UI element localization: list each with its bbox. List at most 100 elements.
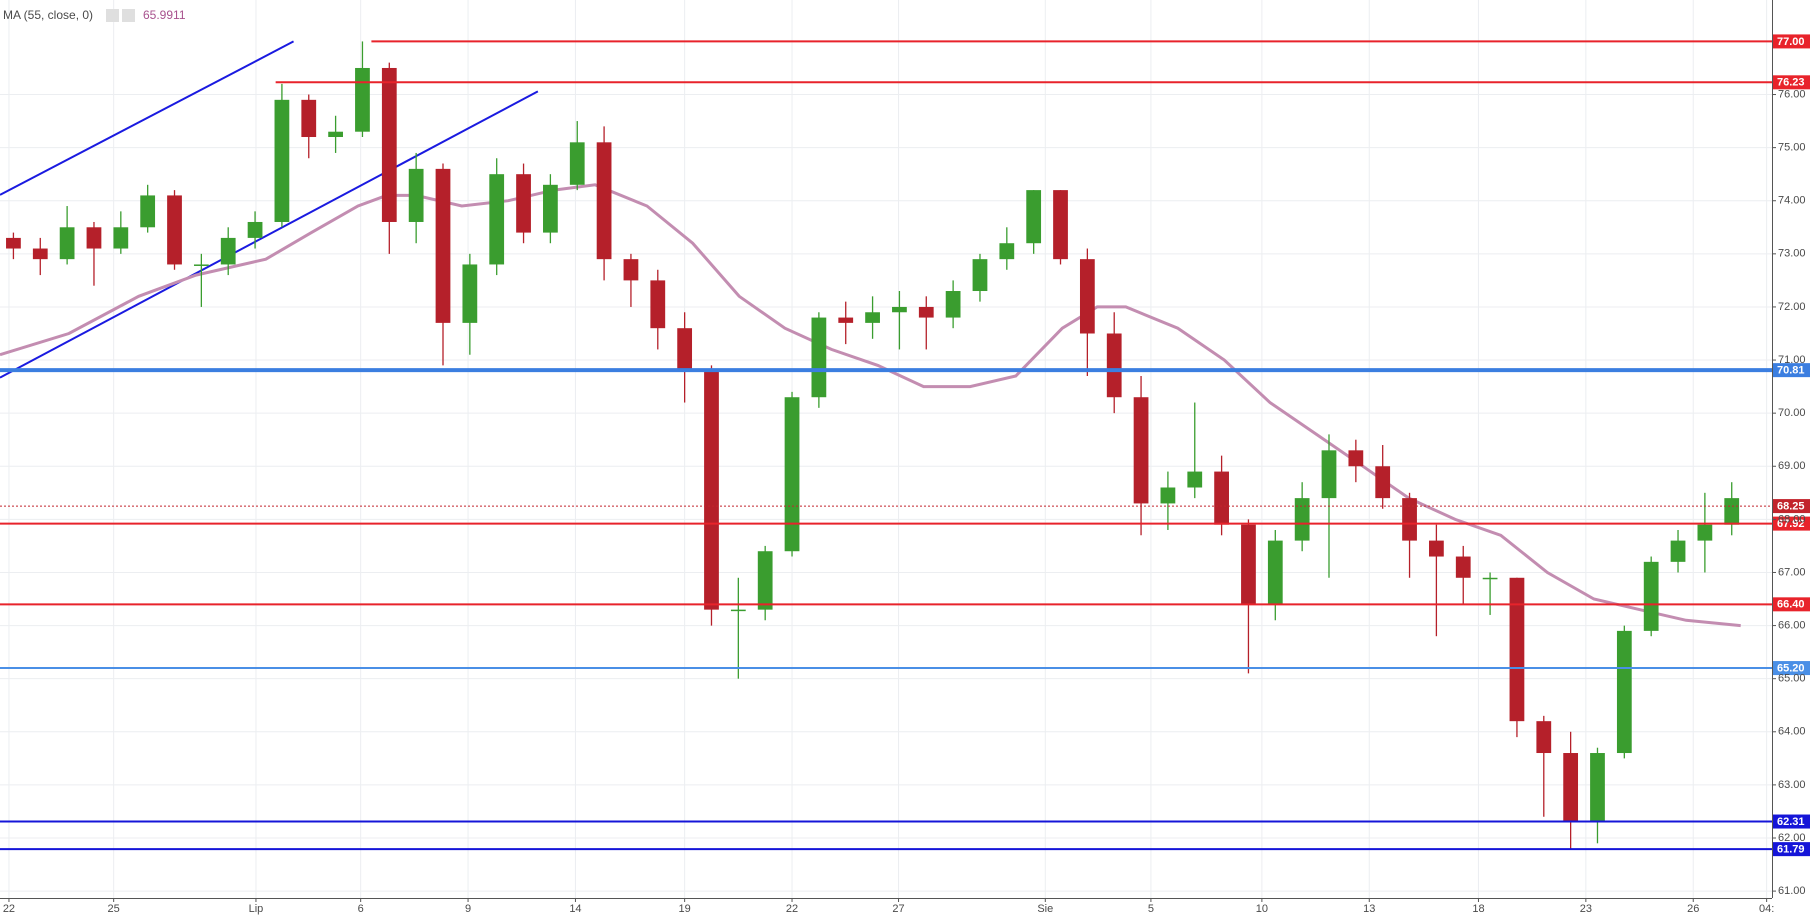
candle-body [543,184,558,233]
candle-body [193,264,209,266]
x-tick-label: 9 [465,903,471,915]
candle-body [435,168,451,323]
candle-body [59,227,75,260]
candle-body [1294,498,1310,541]
price-label-box [1773,34,1810,49]
price-label-box [1773,363,1810,378]
price-label: 67.92 [1777,518,1805,530]
y-tick-label: 61.00 [1778,885,1806,897]
y-tick-label: 67.00 [1778,566,1806,578]
price-label: 65.20 [1777,662,1805,674]
price-label-box [1773,842,1810,857]
price-label: 61.79 [1777,844,1805,856]
y-tick-label: 66.00 [1778,619,1806,631]
candle-body [865,312,880,323]
candle-body [1187,471,1203,488]
close-icon[interactable] [122,9,135,22]
trend-line [0,90,539,379]
candles [6,41,1740,849]
candle-body [1106,333,1122,398]
y-tick-label: 74.00 [1778,195,1806,207]
candle-body [569,142,585,185]
candle-body [381,67,397,222]
candle-body [328,131,343,138]
candle-body [1697,524,1713,541]
candle-body [1482,577,1498,580]
candle-body [32,248,48,260]
x-tick-label: 25 [108,903,120,915]
y-tick-label: 65.00 [1778,673,1806,685]
candle-body [1053,190,1068,260]
x-tick-label: Lip [249,903,264,915]
y-tick-label: 70.00 [1778,407,1806,419]
price-label: 66.40 [1777,599,1805,611]
price-label: 68.25 [1777,500,1805,512]
x-tick-label: 13 [1363,903,1375,915]
candle-body [677,328,693,371]
candle-body [220,237,236,265]
candle-body [1455,556,1471,578]
price-label-box [1773,597,1810,612]
candle-body [838,317,854,323]
x-tick-label: 19 [679,903,691,915]
axis-labels: 61.00 62.00 63.00 64.00 65.00 66.00 67.00 68.00… [3,88,1806,914]
candle-body [6,237,21,249]
y-tick-label: 69.00 [1778,460,1806,472]
candle-body [1375,466,1391,499]
price-label-box [1773,499,1810,514]
candle-body [892,306,907,313]
candle-body [1079,259,1095,334]
candle-body [784,397,800,552]
candle-body [704,370,719,610]
candle-body [972,259,988,292]
candle-body [945,291,961,318]
grid [0,0,1772,898]
y-tick-label: 62.00 [1778,832,1806,844]
candle-body [247,221,263,238]
candle-body [1509,577,1525,722]
candle-body [1724,498,1740,525]
candle-body [274,99,290,222]
candle-body [811,317,827,398]
x-tick-label: 04: [1759,903,1774,915]
candle-body [1429,540,1444,557]
x-tick-label: 23 [1580,903,1592,915]
price-label-box [1773,516,1810,531]
candle-body [1214,471,1229,525]
candle-body [301,99,317,138]
trendlines [0,40,539,379]
x-tick-label: 18 [1472,903,1484,915]
hlines: 77.00 76.23 70.81 68.25 67.92 66.40 65.20 62.31… [0,34,1810,857]
trend-line [0,40,295,196]
candle-body [355,67,370,132]
settings-icon[interactable] [106,9,119,22]
candle-body [1348,450,1364,467]
candle-body [1321,450,1337,499]
x-tick-label: 5 [1148,903,1154,915]
y-tick-label: 72.00 [1778,301,1806,313]
candle-body [1133,397,1149,504]
indicator-value: 65.9911 [143,8,186,22]
candle-body [1267,540,1283,605]
candle-body [1026,190,1042,244]
y-tick-label: 75.00 [1778,142,1806,154]
candle-body [1160,487,1176,504]
candle-body [408,168,424,222]
candle-body [1616,630,1632,754]
candle-body [1241,524,1256,605]
price-label-box [1773,814,1810,829]
price-label-box [1773,661,1810,676]
y-tick-label: 76.00 [1778,88,1806,100]
ma-line [0,183,1741,628]
price-label: 77.00 [1777,36,1805,48]
price-label: 76.23 [1777,77,1805,89]
candle-body [650,280,666,329]
x-tick-label: 22 [3,903,15,915]
y-tick-label: 73.00 [1778,248,1806,260]
y-tick-label: 64.00 [1778,726,1806,738]
x-tick-label: Sie [1037,903,1053,915]
x-tick-label: 22 [786,903,798,915]
